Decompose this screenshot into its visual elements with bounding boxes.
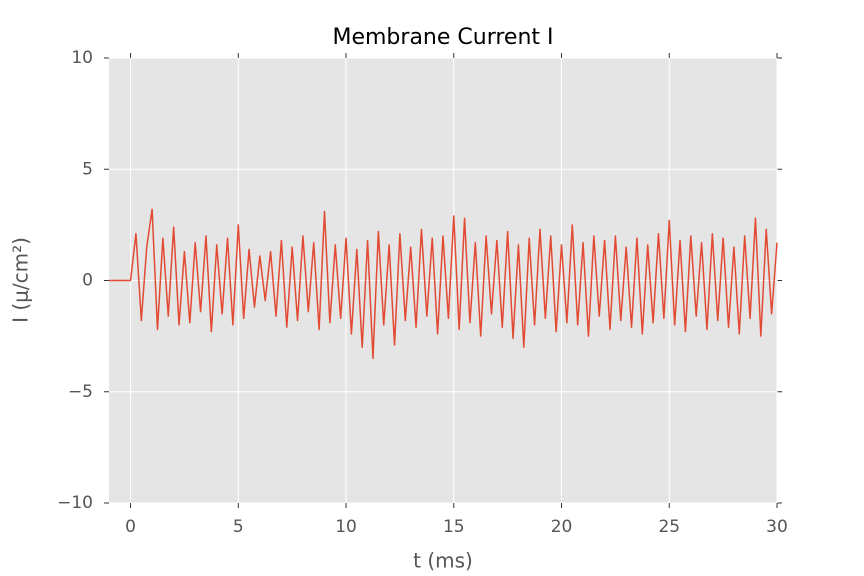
y-tick-label: 5: [82, 159, 93, 179]
x-tick-label: 25: [658, 517, 680, 537]
x-tick-label: 0: [125, 517, 136, 537]
chart-title: Membrane Current I: [332, 25, 553, 50]
x-tick-label: 5: [233, 517, 244, 537]
x-tick-label: 15: [443, 517, 465, 537]
y-axis-label: I (μ/cm²): [9, 237, 33, 323]
x-tick-label: 20: [551, 517, 573, 537]
line-series: [109, 208, 778, 360]
x-axis-label: t (ms): [413, 549, 473, 573]
x-tick-label: 10: [335, 517, 357, 537]
y-tick-label: 10: [71, 48, 93, 68]
x-tick-label: 30: [766, 517, 788, 537]
y-tick-label: −5: [68, 382, 93, 402]
y-tick-label: −10: [57, 493, 93, 513]
y-tick-label: 0: [82, 271, 93, 291]
